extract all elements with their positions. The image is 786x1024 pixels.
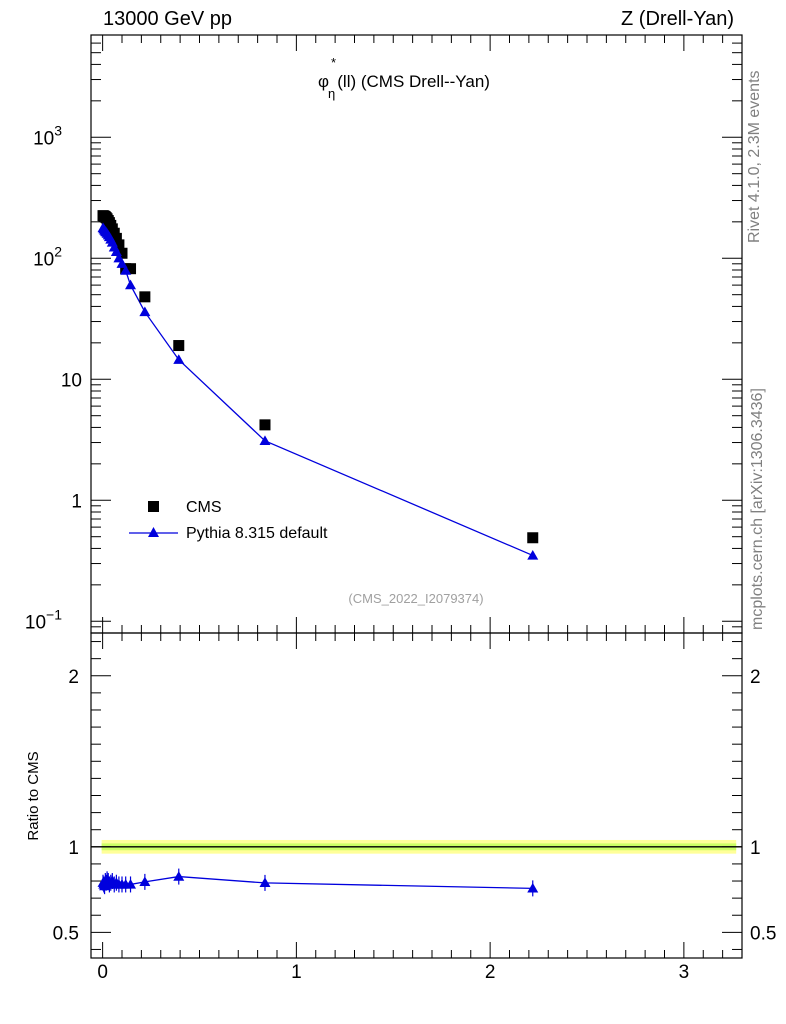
y-tick-label: 10 [61,370,82,391]
analysis-watermark: (CMS_2022_I2079374) [348,591,483,606]
ratio-y-tick-label-right: 2 [750,667,761,688]
cms-point [527,532,539,544]
ratio-line [102,875,533,890]
pythia-point [139,306,151,317]
cms-point [139,291,151,303]
y-tick-label: 1 [71,491,82,512]
pythia-point [173,354,185,364]
cms-point [113,239,125,251]
pythia-line [102,227,534,557]
ratio-plot-frame [90,632,743,959]
title-sub: η [328,86,335,101]
legend-pythia-marker [148,527,159,537]
pythia-point [259,435,271,445]
ratio-point [173,871,185,881]
main-plot-frame [90,34,743,634]
ratio-y-tick-label: 0.5 [53,923,79,944]
process-label: Z (Drell-Yan) [621,8,734,30]
ratio-y-tick-label: 2 [68,667,79,688]
x-tick-label: 0 [97,962,108,983]
plot-title: φη(ll) (CMS Drell--Yan) [318,72,490,101]
legend-pythia-label: Pythia 8.315 default [186,525,328,542]
title-star: * [331,55,336,70]
ratio-point [527,882,539,893]
cms-point [259,419,271,431]
title-phi: φ [318,72,329,91]
ratio-point [259,877,271,888]
energy-label: 13000 GeV pp [103,8,232,30]
title-rest: (ll) (CMS Drell--Yan) [337,72,490,91]
cms-point [125,263,137,275]
x-tick-label: 2 [485,962,496,983]
x-tick-label: 1 [291,962,302,983]
ratio-point [125,878,137,889]
legend: CMS Pythia 8.315 default [129,499,328,542]
ratio-y-tick-label-right: 0.5 [750,923,776,944]
ratio-ylabel: Ratio to CMS [25,751,42,840]
y-tick-label: 102 [33,243,62,270]
cms-point [173,340,185,352]
y-tick-label: 10−1 [25,606,62,633]
ratio-y-tick-label: 1 [68,838,79,859]
pythia-point [527,549,539,560]
ratio-y-tick-label-right: 1 [750,838,761,859]
y-tick-label: 103 [33,122,62,149]
legend-cms-marker [148,501,159,512]
legend-cms-label: CMS [186,499,222,516]
ratio-point [139,876,151,887]
x-tick-label: 3 [679,962,690,983]
cms-point [110,232,122,244]
cms-point [116,247,128,259]
pythia-point [116,258,128,268]
pythia-point [125,279,137,290]
pythia-point [120,265,132,275]
